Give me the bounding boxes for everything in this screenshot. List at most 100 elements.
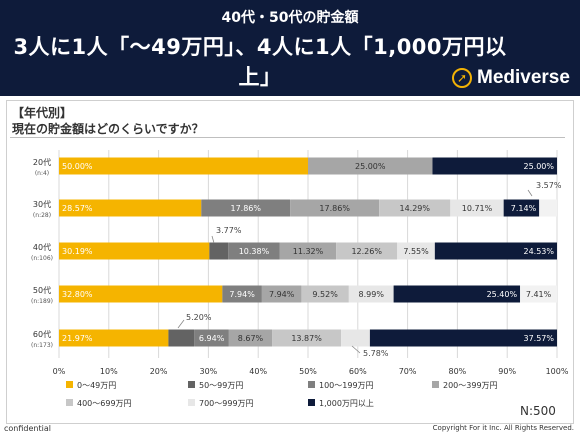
callout-line	[211, 235, 215, 244]
data-label: 37.57%	[523, 334, 554, 343]
bar-segment	[272, 329, 342, 347]
category-note: (n:106)	[31, 255, 53, 262]
data-label: 8.99%	[359, 290, 385, 299]
legend-label: 0～49万円	[77, 381, 116, 390]
data-label: 7.94%	[269, 290, 295, 299]
legend-swatch	[308, 381, 315, 388]
legend-swatch	[308, 399, 315, 406]
bar-segment	[397, 242, 435, 260]
bar-segment	[379, 199, 451, 217]
bar-segment	[209, 242, 229, 260]
header-banner	[0, 0, 580, 96]
bar-segment	[503, 199, 540, 217]
bar-segment	[59, 199, 202, 217]
legend-label: 100～199万円	[319, 381, 374, 390]
section-question: 現在の貯金額はどのくらいですか？	[12, 122, 204, 136]
data-label: 14.29%	[399, 204, 430, 213]
category-label: 60代	[33, 329, 51, 339]
data-label: 25.40%	[487, 290, 518, 299]
data-label: 32.80%	[62, 290, 93, 299]
brand-name: Mediverse	[477, 67, 570, 88]
bar-segment	[59, 285, 223, 303]
category-note: (n:28)	[33, 212, 51, 219]
data-label: 24.53%	[523, 247, 554, 256]
bar-segment	[194, 329, 229, 347]
data-label: 5.78%	[363, 349, 389, 358]
data-label: 11.32%	[293, 247, 324, 256]
bar-segment	[308, 157, 433, 175]
legend-swatch	[66, 381, 73, 388]
x-tick-label: 80%	[449, 367, 467, 376]
x-tick-label: 90%	[498, 367, 516, 376]
data-label: 9.52%	[312, 290, 338, 299]
data-label: 17.86%	[230, 204, 261, 213]
bar-segment	[336, 242, 398, 260]
bar-segment	[369, 329, 557, 347]
callout-line	[351, 345, 361, 354]
x-tick-label: 10%	[100, 367, 118, 376]
data-label: 7.14%	[511, 204, 537, 213]
bar-segment	[59, 329, 169, 347]
bar-segment	[222, 285, 262, 303]
data-label: 7.41%	[526, 290, 552, 299]
legend-label: 1,000万円以上	[319, 399, 374, 408]
confidential-label: confidential	[4, 424, 51, 433]
bar-segment	[201, 199, 291, 217]
data-label: 28.57%	[62, 204, 93, 213]
x-tick-label: 60%	[349, 367, 367, 376]
data-label: 10.38%	[239, 247, 270, 256]
bar-segment	[228, 329, 273, 347]
rocket-icon: ➚	[452, 68, 472, 88]
category-label: 20代	[33, 157, 51, 167]
data-label: 30.19%	[62, 247, 93, 256]
bar-segment	[348, 285, 394, 303]
x-tick-label: 50%	[299, 367, 317, 376]
legend-swatch	[432, 381, 439, 388]
category-note: (n:4)	[35, 170, 49, 177]
x-tick-label: 30%	[200, 367, 218, 376]
legend-swatch	[188, 399, 195, 406]
bar-segment	[341, 329, 370, 347]
x-tick-label: 100%	[546, 367, 569, 376]
sample-size: N:500	[520, 404, 556, 418]
legend-label: 200～399万円	[443, 381, 498, 390]
data-label: 7.94%	[229, 290, 255, 299]
bar-segment	[520, 285, 557, 303]
data-label: 5.20%	[186, 313, 212, 322]
category-label: 30代	[33, 199, 51, 209]
data-label: 6.94%	[199, 334, 225, 343]
category-label: 40代	[33, 242, 51, 252]
x-tick-label: 70%	[399, 367, 417, 376]
x-tick-label: 40%	[249, 367, 267, 376]
bar-segment	[539, 199, 557, 217]
callout-line	[527, 189, 533, 197]
section-tag: 【年代別】	[12, 106, 73, 120]
bar-segment	[393, 285, 521, 303]
bar-segment	[261, 285, 302, 303]
category-label: 50代	[33, 285, 51, 295]
data-label: 17.86%	[319, 204, 350, 213]
bar-segment	[434, 242, 557, 260]
legend-label: 400～699万円	[77, 399, 132, 408]
bar-segment	[279, 242, 337, 260]
legend-swatch	[66, 399, 73, 406]
callout-line	[177, 319, 185, 329]
category-note: (n:173)	[31, 342, 53, 349]
page-title: 3人に1人「～49万円」、4人に1人「1,000万円以上」	[13, 35, 507, 89]
legend-label: 700～999万円	[199, 399, 254, 408]
category-note: (n:189)	[31, 298, 53, 305]
data-label: 25.00%	[355, 162, 386, 171]
page-subtitle: 40代・50代の貯金額	[221, 10, 359, 26]
data-label: 12.26%	[351, 247, 382, 256]
legend-label: 50～99万円	[199, 381, 243, 390]
data-label: 8.67%	[238, 334, 264, 343]
data-label: 3.77%	[216, 226, 242, 235]
bar-segment	[432, 157, 557, 175]
data-label: 3.57%	[536, 181, 562, 190]
legend-swatch	[188, 381, 195, 388]
divider	[10, 137, 565, 138]
brand-logo: ➚ Mediverse	[452, 66, 570, 90]
data-label: 7.55%	[403, 247, 429, 256]
bar-segment	[59, 242, 210, 260]
